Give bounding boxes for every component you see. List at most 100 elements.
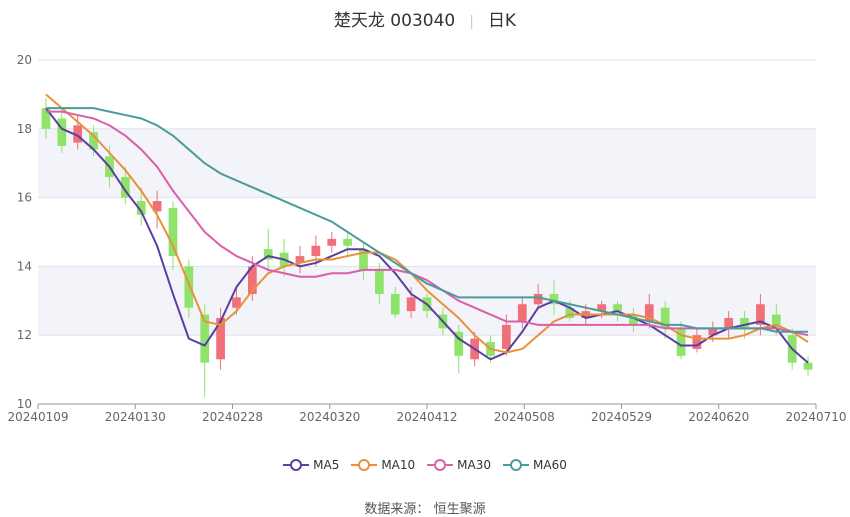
candle <box>771 304 781 336</box>
x-tick-label: 20240412 <box>396 410 457 424</box>
candle-body <box>660 307 670 329</box>
candle-body <box>359 249 368 270</box>
legend-marker <box>283 459 310 471</box>
candle <box>644 293 654 329</box>
candle <box>136 187 146 226</box>
legend-label: MA60 <box>533 458 567 472</box>
y-tick-label: 12 <box>17 328 32 342</box>
candle-body <box>136 201 146 215</box>
x-tick-label: 20240320 <box>299 410 360 424</box>
ma-line-ma60 <box>45 107 809 333</box>
legend-label: MA5 <box>313 458 340 472</box>
candle-body <box>597 304 607 312</box>
period-label: 日K <box>487 11 517 31</box>
legend: MA5 MA10 MA30 MA60 <box>0 458 850 475</box>
legend-item-ma5[interactable]: MA5 <box>283 458 339 472</box>
candle-body <box>644 304 654 322</box>
grid-band <box>38 128 816 198</box>
y-axis: 10 12 14 16 18 20 <box>17 53 32 411</box>
candle-body <box>73 125 83 143</box>
y-tick-label: 14 <box>17 259 32 273</box>
candle-body <box>565 307 575 318</box>
candle <box>517 297 527 329</box>
ma-lines <box>45 93 809 364</box>
candle <box>89 125 98 157</box>
x-tick-label: 20240228 <box>202 410 263 424</box>
legend-marker <box>503 459 530 471</box>
legend-label: MA30 <box>457 458 492 472</box>
candle <box>629 307 638 332</box>
candle-body <box>803 362 813 370</box>
candle-body <box>216 318 225 360</box>
candle-body <box>708 328 718 336</box>
chart-title: 楚天龙 003040 | 日K <box>0 6 850 31</box>
candle-body <box>771 314 781 329</box>
source-label: 数据来源： <box>364 502 430 517</box>
x-tick-label: 20240620 <box>688 410 749 424</box>
legend-item-ma30[interactable]: MA30 <box>427 458 491 472</box>
candle <box>216 307 225 370</box>
legend-marker <box>427 459 454 471</box>
candle-body <box>247 266 257 294</box>
candle <box>803 355 813 377</box>
candle <box>168 201 178 270</box>
candle-body <box>375 269 384 294</box>
data-source: 数据来源： 恒生聚源 <box>0 498 850 517</box>
grid-lines <box>38 59 816 405</box>
candle <box>200 304 210 398</box>
candle-body <box>120 176 130 198</box>
candle-body <box>676 328 686 356</box>
candle-body <box>168 207 178 257</box>
ma-line-ma10 <box>45 93 809 354</box>
ma-line-ma5 <box>45 107 809 364</box>
candle-body <box>311 245 321 257</box>
y-tick-label: 18 <box>17 122 32 136</box>
x-tick-label: 20240710 <box>785 410 846 424</box>
candle-body <box>740 318 749 329</box>
candle-body <box>41 108 51 129</box>
legend-marker <box>351 459 378 471</box>
x-axis: 20240109 20240130 20240228 20240320 20240412… <box>7 403 847 424</box>
candle-body <box>692 335 702 349</box>
y-tick-label: 16 <box>17 191 32 205</box>
candle-body <box>200 314 210 363</box>
candle <box>41 97 51 140</box>
candle-body <box>89 132 98 150</box>
legend-item-ma60[interactable]: MA60 <box>503 458 567 472</box>
legend-label: MA10 <box>381 458 416 472</box>
candle <box>533 283 543 308</box>
candle-body <box>343 238 352 246</box>
ma-line-ma30 <box>45 110 809 337</box>
candle-body <box>263 249 273 260</box>
candle <box>57 108 67 153</box>
candle <box>454 324 464 374</box>
candle <box>390 287 400 318</box>
y-tick-label: 10 <box>17 397 32 411</box>
candle-body <box>152 201 162 212</box>
candle-body <box>629 314 638 325</box>
candle-body <box>724 318 734 329</box>
candle-body <box>232 297 241 308</box>
candle <box>549 280 559 315</box>
candle <box>120 166 130 205</box>
source-name: 恒生聚源 <box>433 502 486 517</box>
candle-body <box>613 304 622 312</box>
legend-item-ma10[interactable]: MA10 <box>351 458 415 472</box>
y-tick-label: 20 <box>17 53 32 67</box>
candle-body <box>327 238 337 246</box>
candle-body <box>406 297 416 312</box>
candle <box>692 328 702 353</box>
candle <box>311 235 321 267</box>
title-separator: | <box>469 14 474 30</box>
candle <box>152 190 162 229</box>
candle-body <box>454 331 464 356</box>
x-tick-label: 20240508 <box>494 410 555 424</box>
candle-body <box>502 324 511 349</box>
x-tick-label: 20240130 <box>105 410 166 424</box>
candle-body <box>756 304 765 325</box>
x-tick-label: 20240529 <box>591 410 652 424</box>
candle-body <box>57 118 67 146</box>
candle-body <box>533 293 543 305</box>
candle <box>263 228 273 274</box>
